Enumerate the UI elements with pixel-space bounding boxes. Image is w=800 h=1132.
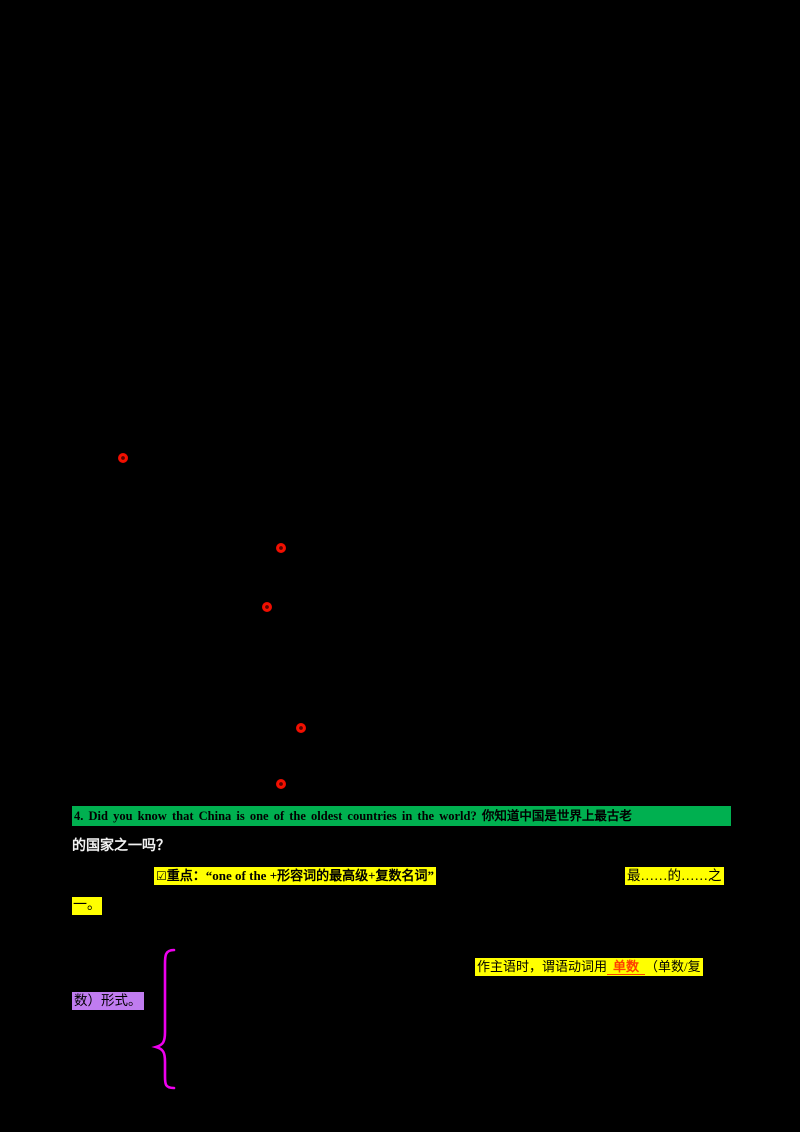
grammar-note: 作主语时，谓语动词用 单数 （单数/复 xyxy=(475,958,703,976)
sentence-4-continuation-text: 的国家之一吗？ xyxy=(72,839,170,854)
keypoint-pattern: ☑重点：“one of the +形容词的最高级+复数名词” xyxy=(154,867,437,885)
sentence-4-text: 4. Did you know that China is one of the… xyxy=(74,809,632,823)
red-dot-marker xyxy=(118,453,128,463)
keypoint-meaning-continuation: 一。 xyxy=(72,897,102,915)
keypoint-label: 重点： xyxy=(166,868,206,883)
sentence-4-continuation: 的国家之一吗？ xyxy=(72,838,170,856)
grammar-note-continuation-text: 数）形式。 xyxy=(74,993,142,1008)
red-dot-marker xyxy=(276,779,286,789)
red-dot-marker xyxy=(262,602,272,612)
highlighted-sentence-4: 4. Did you know that China is one of the… xyxy=(72,806,731,826)
grammar-note-tail: （单数/复 xyxy=(645,959,701,974)
grammar-note-lead: 作主语时，谓语动词用 xyxy=(477,959,608,974)
keypoint-meaning-continuation-text: 一。 xyxy=(73,898,101,913)
keypoint-pattern-text: “one of the +形容词的最高级+复数名词” xyxy=(205,868,435,883)
answer-blank: 单数 xyxy=(607,959,646,975)
checkbox-icon: ☑ xyxy=(156,869,167,883)
curly-brace-icon xyxy=(150,946,180,1092)
keypoint-meaning: 最……的……之 xyxy=(625,867,724,885)
keypoint-meaning-text: 最……的……之 xyxy=(627,868,722,883)
red-dot-marker xyxy=(296,723,306,733)
grammar-note-continuation: 数）形式。 xyxy=(72,992,144,1010)
red-dot-marker xyxy=(276,543,286,553)
